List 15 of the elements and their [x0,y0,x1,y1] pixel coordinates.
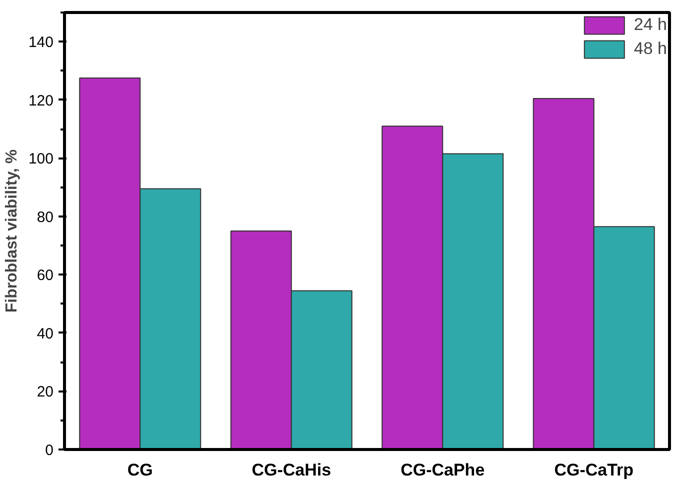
y-tick-label: 0 [45,442,54,459]
y-tick-label: 100 [28,150,54,168]
x-tick-label: CG-CaPhe [400,460,485,480]
y-tick-label: 140 [28,34,54,52]
x-tick-label: CG-CaTrp [554,460,634,480]
y-tick-label: 120 [28,92,54,110]
y-axis-title: Fibroblast viability, % [3,149,20,313]
legend-label: 48 h [634,39,667,59]
y-tick-label: 80 [36,208,54,226]
x-tick-label: CG [127,460,153,480]
y-tick-label: 40 [36,325,54,342]
y-tick-label: 20 [36,384,54,401]
legend-label: 24 h [634,15,667,35]
y-tick-label: 60 [36,267,54,284]
x-tick-label: CG-CaHis [252,460,332,480]
